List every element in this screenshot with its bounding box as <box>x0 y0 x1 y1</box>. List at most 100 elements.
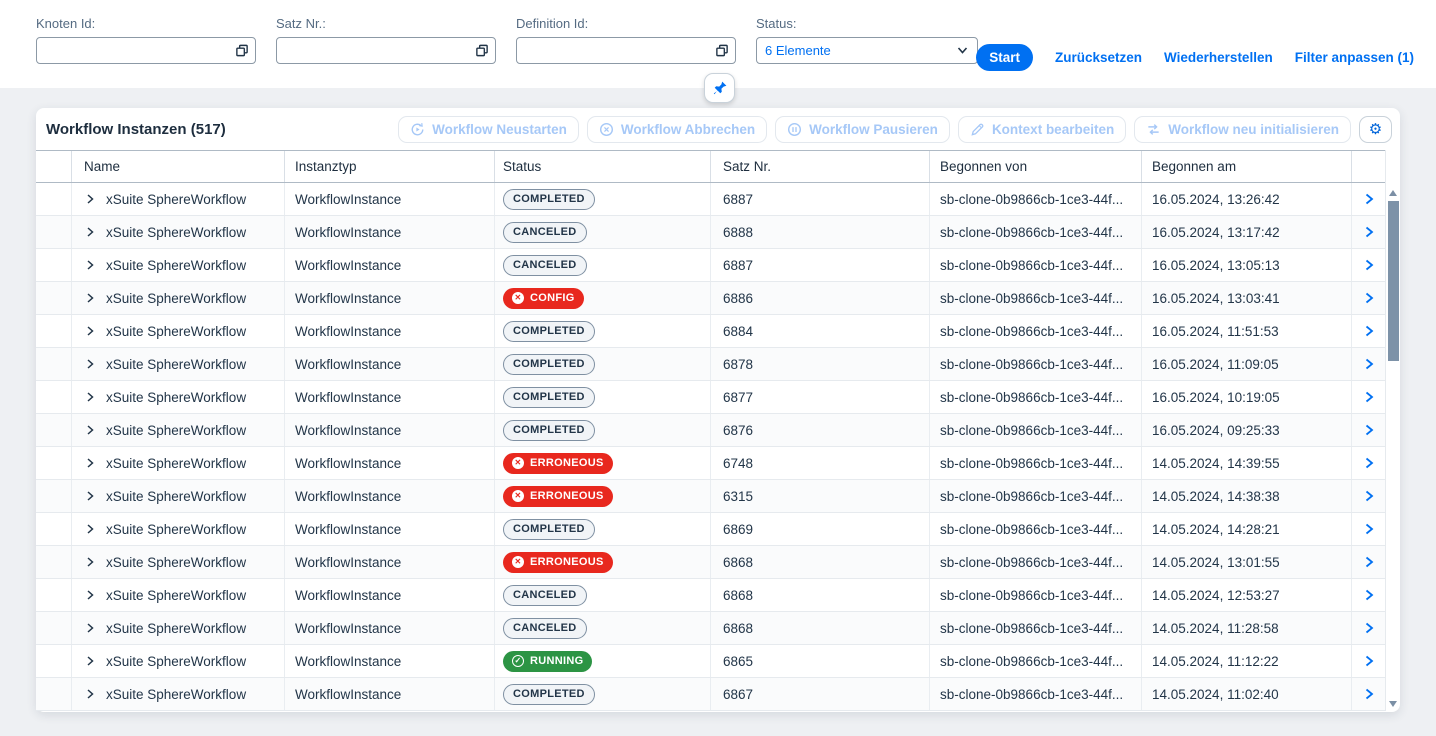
column-header-satz-nr[interactable]: Satz Nr. <box>711 151 930 182</box>
restore-button[interactable]: Wiederherstellen <box>1164 50 1273 65</box>
table-row[interactable]: xSuite SphereWorkflow WorkflowInstance ✕… <box>36 282 1385 315</box>
expand-chevron-icon[interactable] <box>84 556 96 568</box>
start-button[interactable]: Start <box>976 44 1033 71</box>
row-name: xSuite SphereWorkflow <box>106 422 247 438</box>
workflow-reinitialize-button[interactable]: Workflow neu initialisieren <box>1134 115 1351 143</box>
column-header-begonnen-von[interactable]: Begonnen von <box>930 151 1142 182</box>
pin-filter-bar-button[interactable] <box>704 73 735 103</box>
row-name: xSuite SphereWorkflow <box>106 653 247 669</box>
column-header-begonnen-am[interactable]: Begonnen am <box>1142 151 1352 182</box>
knoten-id-input[interactable] <box>37 38 229 63</box>
workflow-pause-button[interactable]: Workflow Pausieren <box>775 115 950 143</box>
expand-chevron-icon[interactable] <box>84 391 96 403</box>
expand-chevron-icon[interactable] <box>84 424 96 436</box>
expand-chevron-icon[interactable] <box>84 622 96 634</box>
scroll-up-icon[interactable] <box>1389 190 1397 196</box>
satz-nr-input[interactable] <box>277 38 469 63</box>
table-row[interactable]: xSuite SphereWorkflow WorkflowInstance C… <box>36 348 1385 381</box>
table-row[interactable]: xSuite SphereWorkflow WorkflowInstance C… <box>36 579 1385 612</box>
expand-chevron-icon[interactable] <box>84 259 96 271</box>
table-row[interactable]: xSuite SphereWorkflow WorkflowInstance C… <box>36 216 1385 249</box>
row-begonnen-von: sb-clone-0b9866cb-1ce3-44f... <box>930 612 1142 644</box>
row-select-cell <box>36 282 72 314</box>
table-row[interactable]: xSuite SphereWorkflow WorkflowInstance ✕… <box>36 447 1385 480</box>
table-settings-button[interactable]: ⚙ <box>1359 115 1392 143</box>
scroll-down-icon[interactable] <box>1389 701 1397 707</box>
navigate-chevron-icon[interactable] <box>1362 621 1376 635</box>
expand-chevron-icon[interactable] <box>84 358 96 370</box>
status-badge: CANCELED <box>503 221 587 243</box>
workflow-instances-panel: Workflow Instanzen (517) Workflow Neusta… <box>36 108 1400 712</box>
row-name: xSuite SphereWorkflow <box>106 554 247 570</box>
row-begonnen-am: 14.05.2024, 11:28:58 <box>1142 612 1352 644</box>
table-row[interactable]: xSuite SphereWorkflow WorkflowInstance C… <box>36 414 1385 447</box>
row-begonnen-am: 14.05.2024, 14:28:21 <box>1142 513 1352 545</box>
expand-chevron-icon[interactable] <box>84 193 96 205</box>
status-select[interactable]: 6 Elemente <box>756 37 978 64</box>
navigate-chevron-icon[interactable] <box>1362 555 1376 569</box>
navigate-chevron-icon[interactable] <box>1362 456 1376 470</box>
table-row[interactable]: xSuite SphereWorkflow WorkflowInstance C… <box>36 315 1385 348</box>
row-satz-nr: 6868 <box>711 546 930 578</box>
vertical-scrollbar[interactable] <box>1385 150 1400 711</box>
navigate-chevron-icon[interactable] <box>1362 357 1376 371</box>
navigate-chevron-icon[interactable] <box>1362 390 1376 404</box>
table-row[interactable]: xSuite SphereWorkflow WorkflowInstance C… <box>36 249 1385 282</box>
adapt-filters-button[interactable]: Filter anpassen (1) <box>1294 50 1414 65</box>
row-select-cell <box>36 381 72 413</box>
row-instance-type: WorkflowInstance <box>285 315 495 347</box>
row-satz-nr: 6868 <box>711 579 930 611</box>
column-header-name[interactable]: Name <box>72 151 285 182</box>
expand-chevron-icon[interactable] <box>84 490 96 502</box>
navigate-chevron-icon[interactable] <box>1362 588 1376 602</box>
table-row[interactable]: xSuite SphereWorkflow WorkflowInstance ✕… <box>36 480 1385 513</box>
column-header-instanztyp[interactable]: Instanztyp <box>285 151 495 182</box>
navigate-chevron-icon[interactable] <box>1362 291 1376 305</box>
table-row[interactable]: xSuite SphereWorkflow WorkflowInstance C… <box>36 513 1385 546</box>
expand-chevron-icon[interactable] <box>84 292 96 304</box>
value-help-copy-icon[interactable] <box>709 38 735 63</box>
row-instance-type: WorkflowInstance <box>285 546 495 578</box>
navigate-chevron-icon[interactable] <box>1362 489 1376 503</box>
row-satz-nr: 6887 <box>711 249 930 281</box>
table-row[interactable]: xSuite SphereWorkflow WorkflowInstance C… <box>36 183 1385 216</box>
status-badge: COMPLETED <box>503 320 595 342</box>
edit-context-button[interactable]: Kontext bearbeiten <box>957 115 1127 143</box>
status-badge: ✕ ERRONEOUS <box>503 551 613 573</box>
definition-id-input[interactable] <box>517 38 709 63</box>
scrollbar-thumb[interactable] <box>1387 201 1399 361</box>
navigate-chevron-icon[interactable] <box>1362 192 1376 206</box>
value-help-copy-icon[interactable] <box>469 38 495 63</box>
table-row[interactable]: xSuite SphereWorkflow WorkflowInstance ✕… <box>36 546 1385 579</box>
workflow-cancel-button[interactable]: Workflow Abbrechen <box>586 115 768 143</box>
reset-button[interactable]: Zurücksetzen <box>1055 50 1143 65</box>
row-select-cell <box>36 315 72 347</box>
row-instance-type: WorkflowInstance <box>285 183 495 215</box>
expand-chevron-icon[interactable] <box>84 523 96 535</box>
expand-chevron-icon[interactable] <box>84 688 96 700</box>
navigate-chevron-icon[interactable] <box>1362 687 1376 701</box>
expand-chevron-icon[interactable] <box>84 589 96 601</box>
filter-knoten-id: Knoten Id: <box>36 16 256 64</box>
navigate-chevron-icon[interactable] <box>1362 522 1376 536</box>
row-instance-type: WorkflowInstance <box>285 678 495 710</box>
expand-chevron-icon[interactable] <box>84 325 96 337</box>
column-header-status[interactable]: Status <box>495 151 711 182</box>
value-help-copy-icon[interactable] <box>229 38 255 63</box>
navigate-chevron-icon[interactable] <box>1362 423 1376 437</box>
status-badge: CANCELED <box>503 584 587 606</box>
pause-icon <box>787 122 802 137</box>
table-row[interactable]: xSuite SphereWorkflow WorkflowInstance C… <box>36 612 1385 645</box>
navigate-chevron-icon[interactable] <box>1362 324 1376 338</box>
expand-chevron-icon[interactable] <box>84 226 96 238</box>
navigate-chevron-icon[interactable] <box>1362 225 1376 239</box>
table-row[interactable]: xSuite SphereWorkflow WorkflowInstance C… <box>36 381 1385 414</box>
navigate-chevron-icon[interactable] <box>1362 258 1376 272</box>
workflow-restart-button[interactable]: Workflow Neustarten <box>398 115 579 143</box>
table-row[interactable]: xSuite SphereWorkflow WorkflowInstance C… <box>36 678 1385 711</box>
status-badge-label: COMPLETED <box>513 193 585 205</box>
expand-chevron-icon[interactable] <box>84 457 96 469</box>
table-row[interactable]: xSuite SphereWorkflow WorkflowInstance ✓… <box>36 645 1385 678</box>
expand-chevron-icon[interactable] <box>84 655 96 667</box>
navigate-chevron-icon[interactable] <box>1362 654 1376 668</box>
